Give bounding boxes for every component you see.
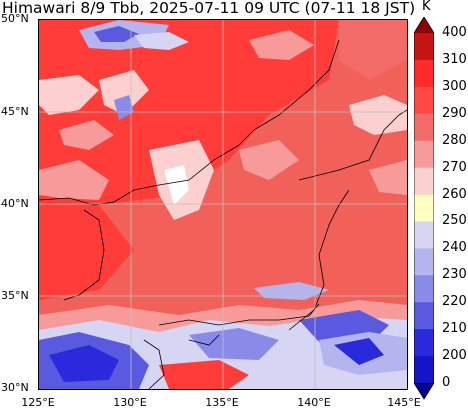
colorbar-extend-bottom bbox=[414, 383, 434, 399]
colorbar-tick-label: 270 bbox=[442, 159, 467, 175]
region-northeast bbox=[339, 20, 407, 80]
colorbar-segment bbox=[414, 275, 434, 303]
warm-region-korea bbox=[39, 205, 134, 300]
colorbar-extend-top bbox=[414, 17, 434, 33]
colorbar-tick-label: 310 bbox=[442, 51, 467, 67]
colorbar-segment bbox=[414, 329, 434, 357]
colorbar-segment bbox=[414, 33, 434, 61]
colorbar-tick-label: 290 bbox=[442, 105, 467, 121]
lon-label-145: 145°E bbox=[387, 396, 421, 409]
lat-label-30: 30°N bbox=[1, 381, 29, 394]
lon-label-135: 135°E bbox=[205, 396, 239, 409]
colorbar-segment bbox=[414, 167, 434, 196]
colorbar-tick-label: 300 bbox=[442, 78, 467, 94]
colorbar-segment bbox=[414, 113, 434, 142]
lon-label-130: 130°E bbox=[113, 396, 147, 409]
map-title: Himawari 8/9 Tbb, 2025-07-11 09 UTC (07-… bbox=[2, 0, 416, 17]
graticule bbox=[39, 20, 407, 389]
lat-label-45: 45°N bbox=[1, 105, 29, 118]
colorbar-tick-label: 200 bbox=[442, 348, 467, 364]
colorbar-segment bbox=[414, 302, 434, 330]
colorbar-segment bbox=[414, 356, 434, 384]
colorbar-tick-label: 210 bbox=[442, 321, 467, 337]
lon-label-140: 140°E bbox=[297, 396, 331, 409]
satellite-map bbox=[38, 19, 408, 390]
lat-label-35: 35°N bbox=[1, 289, 29, 302]
colorbar-tick-label: 240 bbox=[442, 240, 467, 256]
lat-label-50: 50°N bbox=[1, 12, 29, 25]
colorbar-tick-label: 230 bbox=[442, 267, 467, 283]
coastlines bbox=[39, 39, 407, 389]
lat-label-40: 40°N bbox=[1, 197, 29, 210]
colorbar-segment bbox=[414, 86, 434, 115]
colorbar-tick-label: 260 bbox=[442, 186, 467, 202]
map-canvas bbox=[39, 20, 407, 389]
colorbar-segment bbox=[414, 140, 434, 169]
cloud-patches bbox=[39, 20, 407, 220]
warm-region-northwest bbox=[39, 20, 339, 210]
colorbar-tick-label: 220 bbox=[442, 294, 467, 310]
colorbar-segment bbox=[414, 248, 434, 276]
colorbar-segment bbox=[414, 194, 434, 222]
colorbar bbox=[414, 17, 434, 400]
colorbar-segment bbox=[414, 221, 434, 249]
colorbar-tick-label: 0 bbox=[442, 375, 451, 390]
colorbar-unit: K bbox=[422, 0, 431, 14]
colorbar-segment bbox=[414, 59, 434, 88]
colorbar-tick-label: 250 bbox=[442, 213, 467, 229]
lon-label-125: 125°E bbox=[21, 396, 55, 409]
colorbar-tick-label: 400 bbox=[442, 25, 467, 40]
colorbar-tick-label: 280 bbox=[442, 132, 467, 148]
